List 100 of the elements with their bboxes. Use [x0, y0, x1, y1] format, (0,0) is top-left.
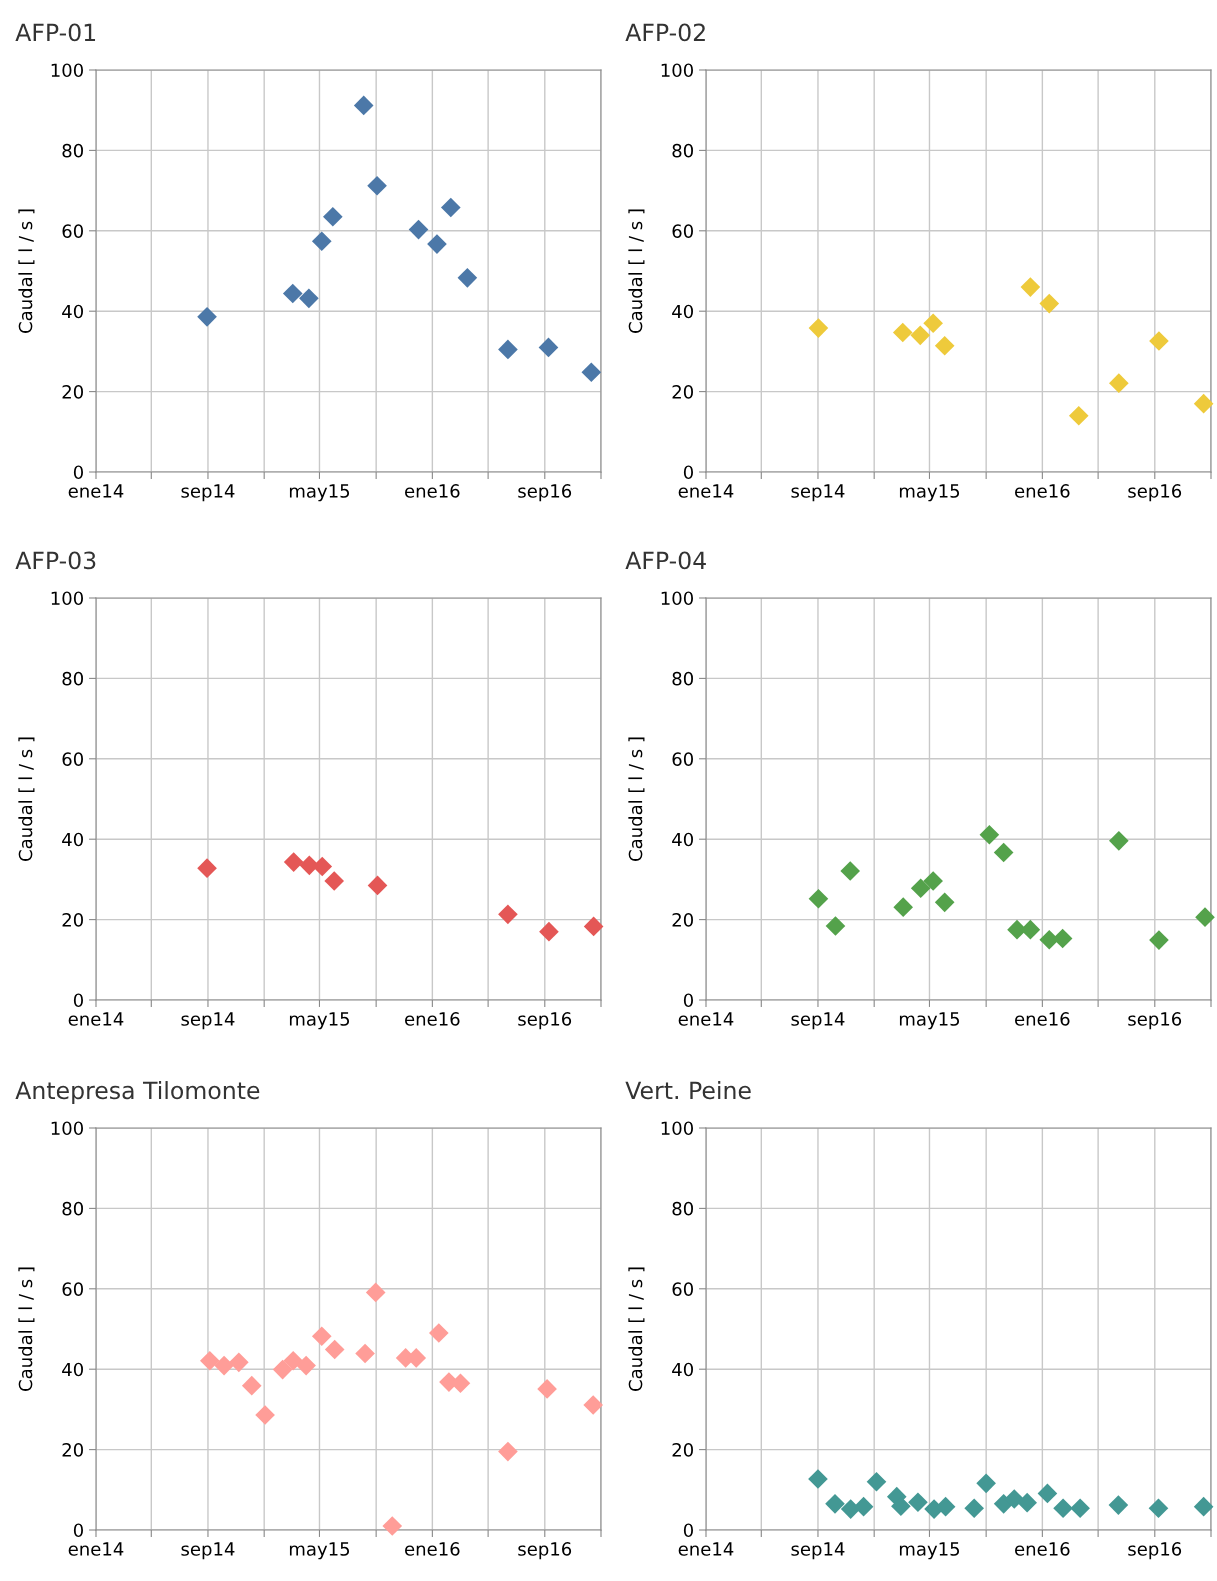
point	[1053, 1498, 1073, 1519]
y-axis-title: Caudal [ l / s ]	[628, 209, 645, 333]
point	[825, 916, 846, 936]
point	[934, 892, 955, 913]
y-tick-label: 20	[672, 913, 693, 927]
x-tick-label: may15	[899, 1542, 960, 1560]
point	[367, 175, 387, 196]
point	[457, 268, 478, 288]
x-tick-label: ene16	[405, 1542, 460, 1556]
chart-title: AFP-02	[625, 23, 705, 42]
x-tick-label: may15	[899, 1012, 960, 1030]
x-tick-label: sep14	[181, 1012, 235, 1030]
x-tick-label: ene14	[678, 484, 734, 498]
y-tick-label: 100	[51, 63, 83, 78]
y-tick-label: 0	[683, 1523, 693, 1538]
y-tick-label: 60	[672, 752, 693, 766]
y-tick-label: 20	[672, 385, 693, 399]
point	[498, 904, 518, 925]
point	[1037, 1483, 1058, 1504]
y-tick-label: 60	[672, 224, 693, 238]
y-axis-title: Caudal [ l / s ]	[18, 1267, 35, 1391]
x-tick-label: may15	[899, 484, 960, 502]
y-tick-label: 80	[672, 671, 693, 686]
point	[440, 197, 461, 218]
point	[296, 1355, 316, 1376]
y-tick-label: 60	[62, 752, 83, 766]
point	[923, 313, 943, 334]
point	[808, 1469, 828, 1489]
point	[1149, 331, 1169, 351]
point	[1020, 277, 1041, 297]
x-tick-label: sep14	[791, 484, 845, 502]
y-axis-title: Caudal [ l / s ]	[628, 737, 645, 861]
point	[993, 842, 1014, 863]
point	[199, 1350, 220, 1371]
x-tick-label: may15	[289, 1012, 350, 1030]
point	[1070, 1498, 1090, 1519]
point	[853, 1496, 874, 1517]
point	[892, 322, 913, 343]
y-tick-label: 40	[62, 1362, 83, 1377]
point	[1149, 930, 1169, 950]
point	[581, 362, 602, 383]
point	[1020, 919, 1041, 940]
y-axis-title: Caudal [ l / s ]	[18, 737, 35, 861]
point	[934, 335, 955, 356]
point	[1068, 405, 1089, 426]
point	[1039, 293, 1060, 314]
x-tick-label: may15	[289, 1542, 350, 1560]
y-tick-label: 80	[62, 143, 83, 158]
point	[583, 1395, 603, 1415]
x-tick-label: ene16	[405, 484, 460, 498]
x-tick-label: sep16	[1128, 484, 1182, 502]
y-tick-label: 0	[683, 993, 693, 1008]
chart-title: AFP-03	[15, 551, 96, 570]
point	[272, 1359, 293, 1380]
point	[197, 858, 217, 878]
point	[537, 1379, 557, 1399]
x-tick-label: ene14	[68, 1542, 124, 1556]
chart-title: Antepresa Tilomonte	[15, 1081, 260, 1104]
point	[1017, 1492, 1037, 1513]
x-tick-label: sep14	[791, 1012, 845, 1030]
y-tick-label: 40	[672, 1362, 693, 1377]
point	[197, 307, 217, 327]
y-tick-label: 20	[62, 1443, 83, 1457]
x-tick-label: ene14	[678, 1012, 734, 1026]
point	[1109, 373, 1129, 393]
chart-title: Vert. Peine	[625, 1081, 751, 1100]
point	[840, 861, 861, 881]
point	[365, 1282, 386, 1303]
point	[935, 1496, 956, 1517]
point	[539, 921, 559, 942]
x-tick-label: sep14	[181, 484, 235, 502]
point	[324, 871, 345, 891]
point	[1108, 1495, 1129, 1515]
y-tick-label: 40	[62, 304, 83, 319]
point	[923, 871, 943, 891]
y-tick-label: 100	[51, 1121, 83, 1136]
point	[498, 339, 518, 360]
x-tick-label: sep16	[1128, 1012, 1182, 1030]
chart-title: AFP-01	[15, 23, 96, 42]
y-tick-label: 80	[672, 1201, 693, 1216]
y-tick-label: 60	[62, 224, 83, 238]
point	[353, 95, 374, 116]
point	[214, 1355, 234, 1376]
point	[255, 1405, 275, 1425]
point	[382, 1516, 403, 1536]
x-tick-label: sep14	[791, 1542, 845, 1560]
y-axis-title: Caudal [ l / s ]	[18, 209, 35, 333]
point	[498, 1441, 518, 1462]
point	[583, 916, 604, 937]
point	[808, 888, 829, 909]
point	[1148, 1498, 1169, 1519]
point	[976, 1473, 996, 1494]
point	[241, 1375, 262, 1396]
x-tick-label: sep16	[518, 1012, 572, 1030]
point	[324, 1339, 345, 1360]
point	[323, 206, 343, 227]
x-tick-label: ene16	[1015, 484, 1070, 498]
point	[283, 852, 304, 872]
point	[408, 219, 429, 240]
x-tick-label: ene14	[678, 1542, 734, 1556]
